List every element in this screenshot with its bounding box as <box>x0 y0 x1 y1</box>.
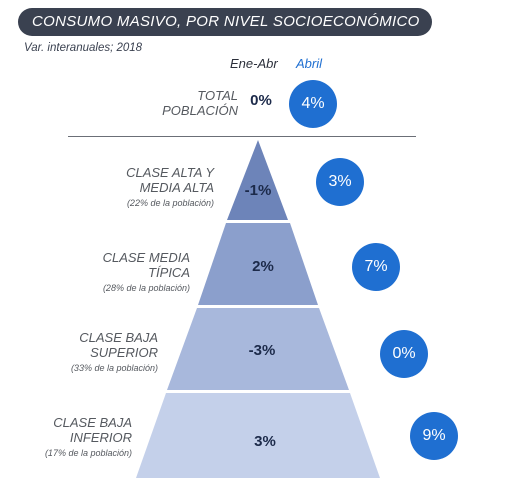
total-label: TOTAL POBLACIÓN <box>162 88 238 118</box>
tier-label-line1: CLASE BAJA <box>53 415 132 430</box>
total-abril-bubble: 4% <box>289 80 337 128</box>
total-ene-abr-value: 0% <box>250 92 272 109</box>
total-label-line2: POBLACIÓN <box>162 103 238 118</box>
column-header-ene-abr: Ene-Abr <box>230 56 278 71</box>
tier-ene-abr-value-baja-superior: -3% <box>248 342 276 359</box>
tier-ene-abr-value-baja-inferior: 3% <box>254 433 276 450</box>
divider-line <box>68 136 416 137</box>
pyramid-tier-baja-inferior <box>136 393 380 478</box>
pyramid-tier-baja-superior <box>167 308 349 390</box>
tier-label-line1: CLASE BAJA <box>79 330 158 345</box>
column-header-abril: Abril <box>296 56 323 71</box>
total-label-line1: TOTAL <box>197 88 238 103</box>
tier-label-baja-inferior: CLASE BAJA INFERIOR (17% de la población… <box>45 415 132 458</box>
tier-label-line2: MEDIA ALTA <box>139 180 214 195</box>
tier-label-media-tipica: CLASE MEDIA TÍPICA (28% de la población) <box>103 250 190 293</box>
tier-abril-bubble-baja-superior: 0% <box>380 330 428 378</box>
tier-label-line1: CLASE MEDIA <box>102 250 190 265</box>
chart-title: CONSUMO MASIVO, POR NIVEL SOCIOECONÓMICO <box>18 8 432 36</box>
tier-abril-bubble-baja-inferior: 9% <box>410 412 458 460</box>
tier-label-baja-superior: CLASE BAJA SUPERIOR (33% de la población… <box>71 330 158 373</box>
tier-population-share: (17% de la población) <box>44 448 132 458</box>
pyramid-tier-media-tipica <box>198 223 318 305</box>
tier-label-alta-media-alta: CLASE ALTA Y MEDIA ALTA (22% de la pobla… <box>126 165 214 208</box>
chart-subtitle: Var. interanuales; 2018 <box>24 42 143 54</box>
tier-ene-abr-value-media-tipica: 2% <box>252 258 274 275</box>
tier-label-line2: TÍPICA <box>148 265 190 280</box>
tier-abril-bubble-alta-media-alta: 3% <box>316 158 364 206</box>
tier-population-share: (28% de la población) <box>102 283 190 293</box>
tier-label-line2: SUPERIOR <box>90 345 158 360</box>
tier-population-share: (33% de la población) <box>70 363 158 373</box>
pyramid-tier-alta-media-alta <box>227 140 288 220</box>
tier-label-line1: CLASE ALTA Y <box>126 165 214 180</box>
tier-ene-abr-value-alta-media-alta: -1% <box>244 182 272 199</box>
tier-population-share: (22% de la población) <box>126 198 214 208</box>
tier-label-line2: INFERIOR <box>69 430 132 445</box>
tier-abril-bubble-media-tipica: 7% <box>352 243 400 291</box>
